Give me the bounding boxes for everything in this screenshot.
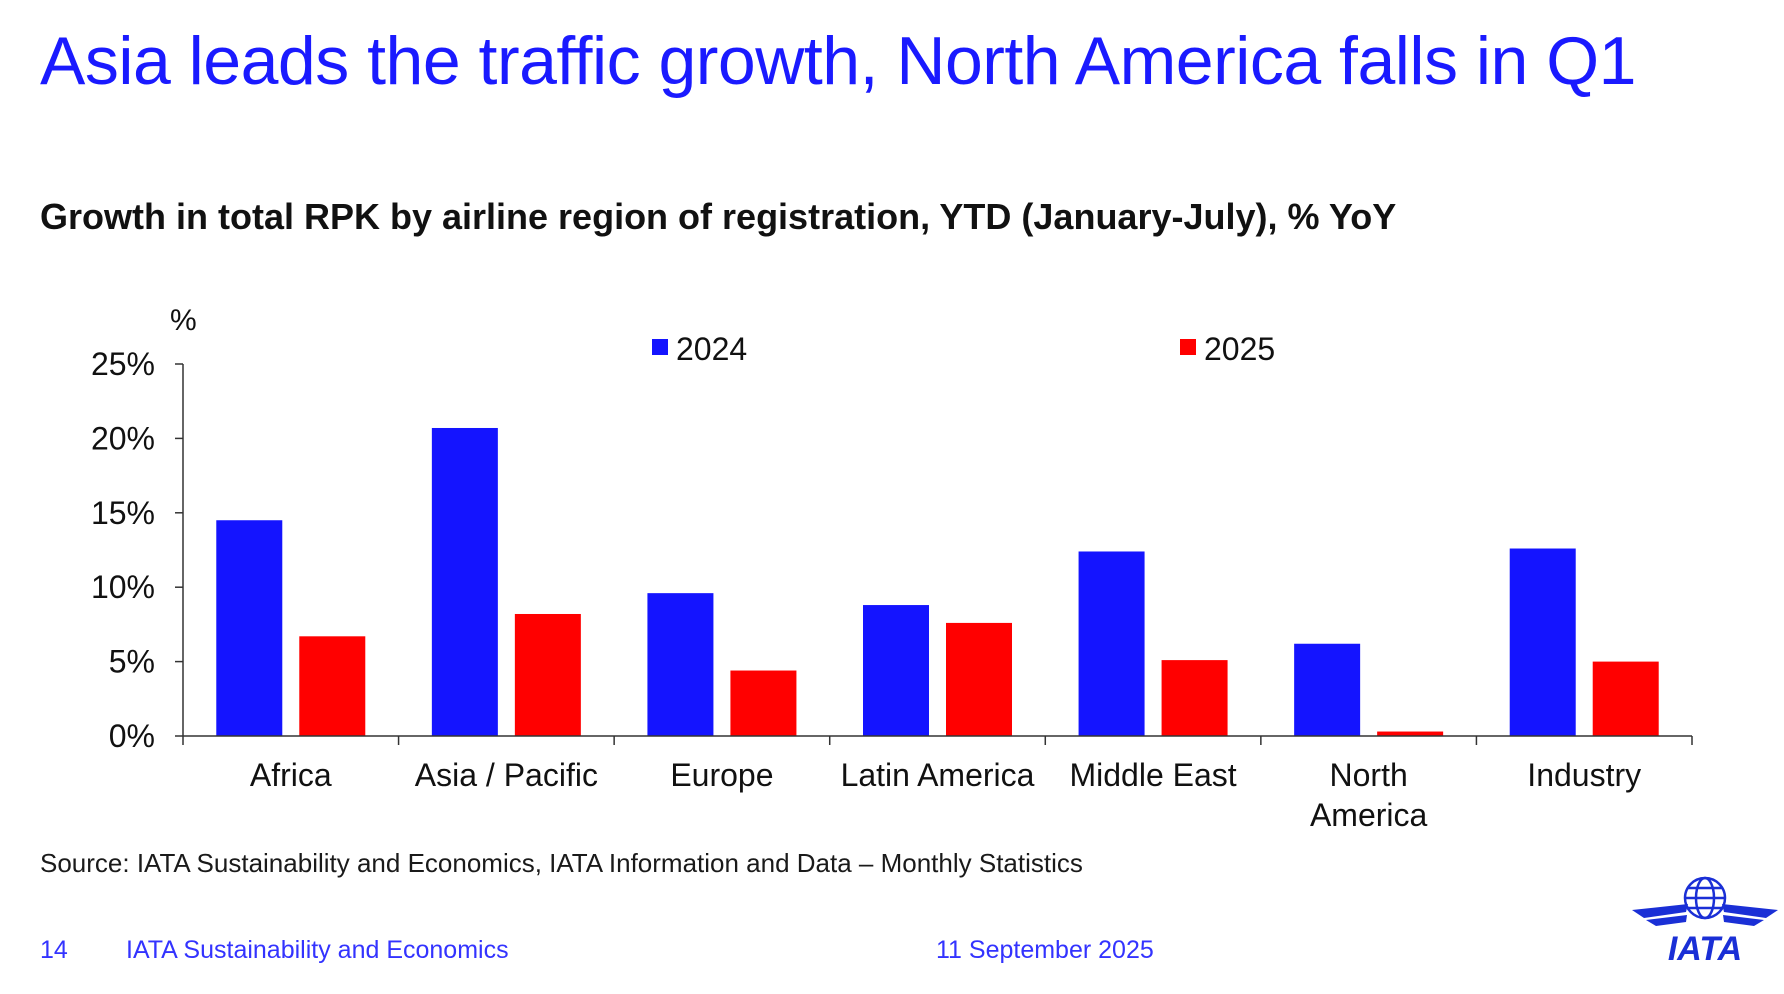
x-tick-label: Industry [1527,757,1641,793]
y-axis-label: % [170,304,197,337]
x-tick-label: Middle East [1069,757,1236,793]
bar-2025-middle-east [1161,660,1228,736]
y-tick-label: 15% [91,495,155,531]
x-tick-label: Africa [250,757,332,793]
x-tick-label: Asia / Pacific [415,757,598,793]
bar-2025-north-america [1377,731,1444,736]
legend-label-2024: 2024 [676,331,747,367]
chart-title: Growth in total RPK by airline region of… [40,196,1397,237]
bar-2025-asia-pacific [514,613,581,736]
legend-swatch-2024 [652,339,668,355]
bar-2025-latin-america [946,622,1012,736]
bar-2024-europe [647,593,714,736]
x-tick-label: Europe [670,757,773,793]
bar-2024-middle-east [1078,551,1145,736]
bar-2024-industry [1509,548,1576,736]
iata-logo: IATA [1632,876,1778,968]
footer-date: 11 September 2025 [936,936,1154,964]
y-tick-label: 20% [91,420,155,456]
bar-2024-north-america [1294,643,1361,736]
y-tick-label: 0% [109,718,155,754]
x-tick-label: Latin America [841,757,1035,793]
y-tick-label: 10% [91,569,155,605]
bar-2025-africa [299,636,366,736]
x-tick-label: North [1330,757,1408,793]
legend-label-2025: 2025 [1204,331,1275,367]
legend-swatch-2025 [1180,339,1196,355]
bar-2024-africa [216,520,283,736]
y-tick-label: 25% [91,346,155,382]
logo-text: IATA [1668,930,1742,968]
x-tick-label: America [1310,797,1428,833]
slide-title: Asia leads the traffic growth, North Ame… [40,23,1636,99]
y-tick-label: 5% [109,644,155,680]
bar-chart: 0% 5% 10% 15% 20% 25% Africa Asia / Pacific Eur… [91,304,1693,833]
source-note: Source: IATA Sustainability and Economic… [40,848,1083,878]
bar-2024-asia-pacific [431,427,498,736]
bar-2025-europe [730,670,797,736]
footer-organization: IATA Sustainability and Economics [126,936,509,964]
bar-2025-industry [1592,661,1659,736]
page-number: 14 [40,936,68,964]
bar-2024-latin-america [863,605,929,736]
